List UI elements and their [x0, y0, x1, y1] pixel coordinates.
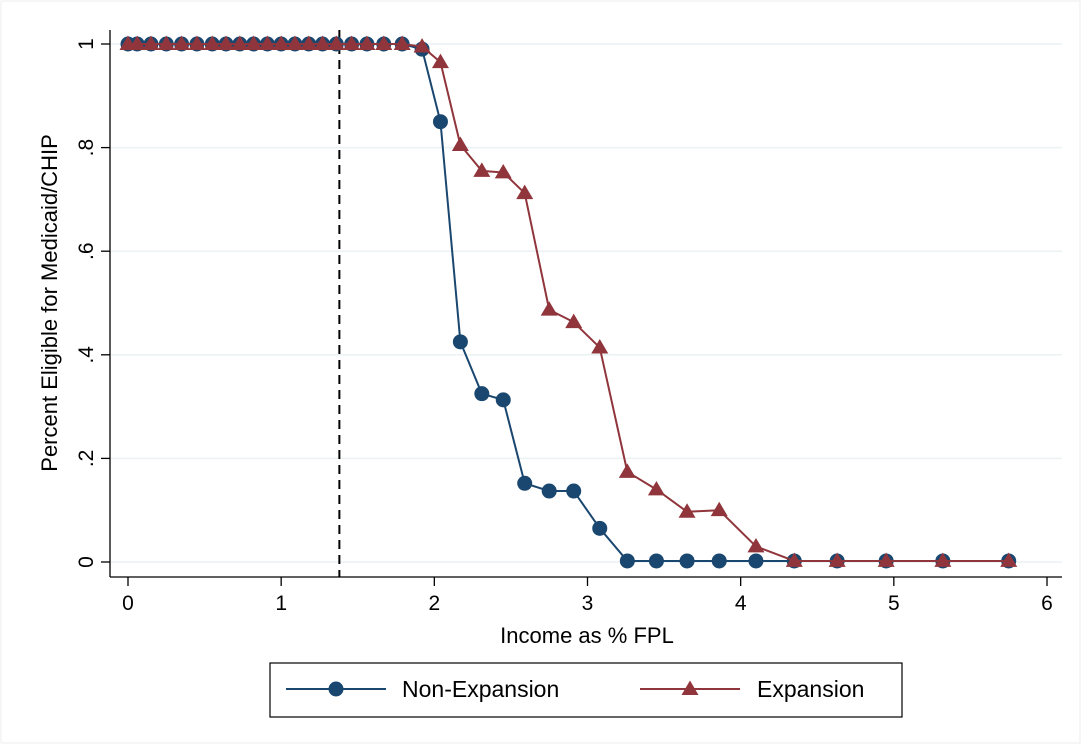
- data-point: [173, 35, 191, 50]
- data-point: [258, 35, 276, 50]
- data-point: [618, 463, 636, 478]
- series-layer: [119, 35, 1018, 569]
- data-point: [231, 35, 249, 50]
- legend-marker-expansion: [681, 680, 699, 695]
- data-point: [592, 520, 608, 536]
- data-point: [272, 35, 290, 50]
- y-tick-label: .2: [75, 450, 98, 468]
- data-point: [245, 35, 263, 50]
- data-point: [541, 483, 557, 499]
- data-point: [1000, 552, 1018, 567]
- data-point: [203, 35, 221, 50]
- data-point: [566, 483, 582, 499]
- y-tick-label: .4: [75, 346, 98, 364]
- data-point: [286, 35, 304, 50]
- x-tick-label: 4: [735, 592, 747, 615]
- gridlines: [111, 43, 1062, 563]
- x-axis-title: Income as % FPL: [500, 623, 674, 648]
- x-tick-label: 1: [275, 592, 287, 615]
- data-point: [451, 136, 469, 151]
- data-point: [619, 553, 635, 569]
- x-tick-label: 6: [1041, 592, 1053, 615]
- data-point: [452, 334, 468, 350]
- y-tick-label: 1: [75, 38, 98, 50]
- y-tick-label: .8: [75, 139, 98, 157]
- data-point: [711, 553, 727, 569]
- data-point: [474, 386, 490, 402]
- legend-label-expansion: Expansion: [757, 676, 864, 702]
- data-point: [473, 162, 491, 177]
- data-point: [217, 35, 235, 50]
- data-point: [785, 552, 803, 567]
- data-point: [540, 301, 558, 316]
- legend: Non-Expansion Expansion: [269, 662, 903, 718]
- data-point: [828, 552, 846, 567]
- data-point: [679, 553, 695, 569]
- data-point: [516, 184, 534, 200]
- data-point: [647, 480, 665, 496]
- data-point: [591, 339, 609, 354]
- data-point: [128, 35, 146, 50]
- x-tick-label: 0: [122, 592, 134, 615]
- data-point: [343, 35, 361, 50]
- legend-label-non-expansion: Non-Expansion: [402, 676, 559, 702]
- data-point: [431, 53, 449, 69]
- data-point: [188, 35, 206, 50]
- series-expansion: [119, 35, 1018, 567]
- data-point: [517, 475, 533, 491]
- data-point: [142, 35, 160, 50]
- x-tick-label: 5: [888, 592, 900, 615]
- data-point: [432, 114, 448, 130]
- data-point: [747, 537, 765, 553]
- data-point: [710, 501, 728, 517]
- legend-marker-non-expansion: [328, 681, 344, 697]
- data-point: [748, 553, 764, 569]
- x-tick-label: 2: [428, 592, 440, 615]
- data-point: [375, 35, 393, 50]
- data-point: [393, 35, 411, 50]
- data-point: [157, 35, 175, 50]
- data-point: [327, 35, 345, 50]
- x-tick-label: 3: [582, 592, 594, 615]
- data-point: [877, 552, 895, 567]
- data-point: [494, 163, 512, 179]
- data-point: [934, 552, 952, 567]
- y-axis-title: Percent Eligible for Medicaid/CHIP: [37, 134, 62, 471]
- y-tick-label: .6: [75, 242, 98, 260]
- axes: 0 .2 .4 .6 .8 1 0 1 2 3 4 5 6: [75, 30, 1062, 615]
- data-point: [358, 35, 376, 50]
- data-point: [565, 313, 583, 329]
- data-point: [300, 35, 318, 50]
- data-point: [495, 392, 511, 408]
- data-point: [648, 553, 664, 569]
- y-tick-label: 0: [75, 556, 98, 568]
- data-point: [678, 503, 696, 518]
- data-point: [413, 38, 431, 53]
- data-point: [314, 35, 332, 50]
